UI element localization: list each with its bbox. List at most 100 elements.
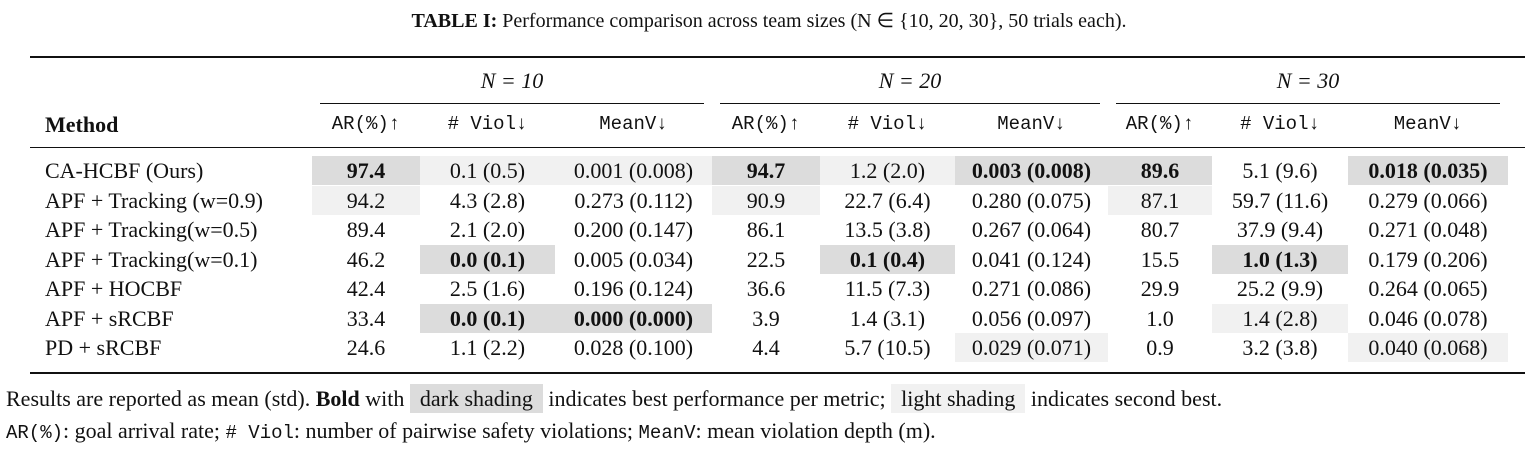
table-cell: 0.005 (0.034)	[573, 246, 694, 272]
column-header-metric: # Viol↓	[447, 113, 528, 135]
table-cell: 2.1 (2.0)	[449, 217, 526, 242]
group-rule	[720, 103, 1100, 104]
table-cell: 0.041 (0.124)	[971, 246, 1092, 272]
column-header-method: Method	[45, 112, 119, 137]
table-cell: 1.2 (2.0)	[820, 156, 955, 185]
table-cell: 1.0	[1146, 305, 1174, 331]
method-name: APF + sRCBF	[45, 305, 174, 331]
table-cell: 94.7	[712, 156, 820, 185]
table-cell: 37.9 (9.4)	[1236, 217, 1324, 242]
table-cell: 0.1 (0.4)	[820, 244, 955, 274]
column-header-metric: MeanV↓	[599, 113, 668, 135]
method-name: APF + Tracking(w=0.5)	[45, 217, 258, 242]
table-cell: 24.6	[346, 335, 386, 360]
note-text: indicates best performance per metric;	[548, 386, 886, 411]
table-cell: 13.5 (3.8)	[844, 217, 931, 242]
group-header: N = 20	[878, 68, 942, 93]
table-cell: 0.267 (0.064)	[971, 217, 1092, 242]
table-cell: 1.4 (2.8)	[1212, 303, 1348, 333]
method-name: APF + HOCBF	[45, 276, 183, 301]
table-cell: 0.179 (0.206)	[1368, 246, 1488, 272]
footnote-shading: Results are reported as mean (std). Bold…	[6, 384, 1223, 413]
table-cell: 11.5 (7.3)	[844, 276, 931, 301]
table-cell: 0.9	[1146, 335, 1174, 360]
column-header-metric: MeanV↓	[997, 113, 1066, 135]
table-cell: 3.9	[752, 305, 780, 331]
table-cell: 0.056 (0.097)	[971, 305, 1092, 331]
note-text: Results are reported as mean (std).	[6, 386, 311, 411]
table-cell: 0.028 (0.100)	[573, 335, 694, 360]
table-cell: 0.200 (0.147)	[573, 217, 694, 242]
footnote-definitions: AR(%): goal arrival rate; # Viol: number…	[6, 418, 936, 444]
column-header-metric: AR(%)↑	[331, 113, 401, 135]
table-cell: 0.003 (0.008)	[955, 156, 1108, 185]
table-cell: 0.264 (0.065)	[1368, 276, 1488, 301]
table-cell: 22.7 (6.4)	[844, 187, 931, 213]
table-cell: 87.1	[1108, 185, 1212, 215]
light-shading-sample: light shading	[891, 384, 1026, 413]
note-text: indicates second best.	[1030, 386, 1223, 411]
table-cell: 0.196 (0.124)	[573, 276, 694, 301]
table-cell: 0.040 (0.068)	[1348, 333, 1508, 362]
table-cell: 3.2 (3.8)	[1242, 335, 1318, 360]
group-rule	[1116, 103, 1500, 104]
table-cell: 1.4 (3.1)	[849, 305, 926, 331]
top-rule	[30, 56, 1525, 58]
column-header-metric: # Viol↓	[1240, 113, 1320, 135]
table-cell: 0.1 (0.5)	[420, 156, 555, 185]
ar-code: AR(%)	[6, 422, 64, 444]
table-cell: 94.2	[312, 185, 420, 215]
column-header-metric: MeanV↓	[1393, 113, 1463, 135]
column-header-metric: AR(%)↑	[1125, 113, 1195, 135]
table-cell: 0.279 (0.066)	[1368, 187, 1488, 213]
table-cell: 89.6	[1108, 156, 1212, 185]
table-cell: 0.046 (0.078)	[1368, 305, 1488, 331]
table-cell: 86.1	[746, 217, 786, 242]
table-cell: 97.4	[312, 156, 420, 185]
caption-label: TABLE I:	[411, 10, 498, 32]
table-cell: 4.4	[752, 335, 780, 360]
table-cell: 33.4	[346, 305, 386, 331]
table-cell: 1.0 (1.3)	[1212, 244, 1348, 274]
method-name: APF + Tracking(w=0.1)	[45, 246, 258, 272]
table-cell: 0.0 (0.1)	[420, 244, 555, 274]
table-cell: 0.0 (0.1)	[420, 303, 555, 333]
table-cell: 0.018 (0.035)	[1348, 156, 1508, 185]
table-cell: 5.1 (9.6)	[1242, 158, 1318, 183]
table-cell: 0.273 (0.112)	[574, 187, 693, 213]
table-cell: 0.271 (0.086)	[971, 276, 1092, 301]
table-cell: 36.6	[746, 276, 786, 301]
table-cell: 80.7	[1140, 217, 1180, 242]
bottom-rule	[30, 372, 1525, 374]
table-cell: 0.029 (0.071)	[955, 333, 1108, 362]
column-header-metric: AR(%)↑	[731, 113, 801, 135]
ar-definition: : goal arrival rate;	[63, 418, 220, 443]
table-cell: 1.1 (2.2)	[449, 335, 526, 360]
table-cell: 2.5 (1.6)	[449, 276, 526, 301]
method-name: APF + Tracking (w=0.9)	[45, 187, 263, 213]
column-header-metric: # Viol↓	[847, 113, 928, 135]
mid-rule	[30, 147, 1525, 148]
table-cell: 0.000 (0.000)	[555, 303, 712, 333]
table-cell: 15.5	[1140, 246, 1180, 272]
method-name: CA-HCBF (Ours)	[45, 158, 204, 183]
table-cell: 90.9	[712, 185, 820, 215]
table-cell: 29.9	[1140, 276, 1180, 301]
group-rule	[320, 103, 704, 104]
table-cell: 4.3 (2.8)	[449, 187, 526, 213]
table-cell: 25.2 (9.9)	[1236, 276, 1324, 301]
viol-code: # Viol	[225, 422, 294, 444]
table-cell: 22.5	[746, 246, 786, 272]
meanv-definition: : mean violation depth (m).	[695, 418, 936, 443]
note-bold: Bold	[315, 386, 360, 411]
table-cell: 5.7 (10.5)	[844, 335, 931, 360]
table-cell: 42.4	[346, 276, 386, 301]
viol-definition: : number of pairwise safety violations;	[293, 418, 634, 443]
caption-text: Performance comparison across team sizes…	[502, 10, 1127, 32]
group-header: N = 30	[1276, 68, 1340, 93]
table-cell: 0.001 (0.008)	[555, 156, 712, 185]
group-header: N = 10	[480, 68, 544, 93]
table-cell: 0.280 (0.075)	[971, 187, 1092, 213]
method-name: PD + sRCBF	[45, 335, 162, 360]
dark-shading-sample: dark shading	[409, 384, 543, 413]
